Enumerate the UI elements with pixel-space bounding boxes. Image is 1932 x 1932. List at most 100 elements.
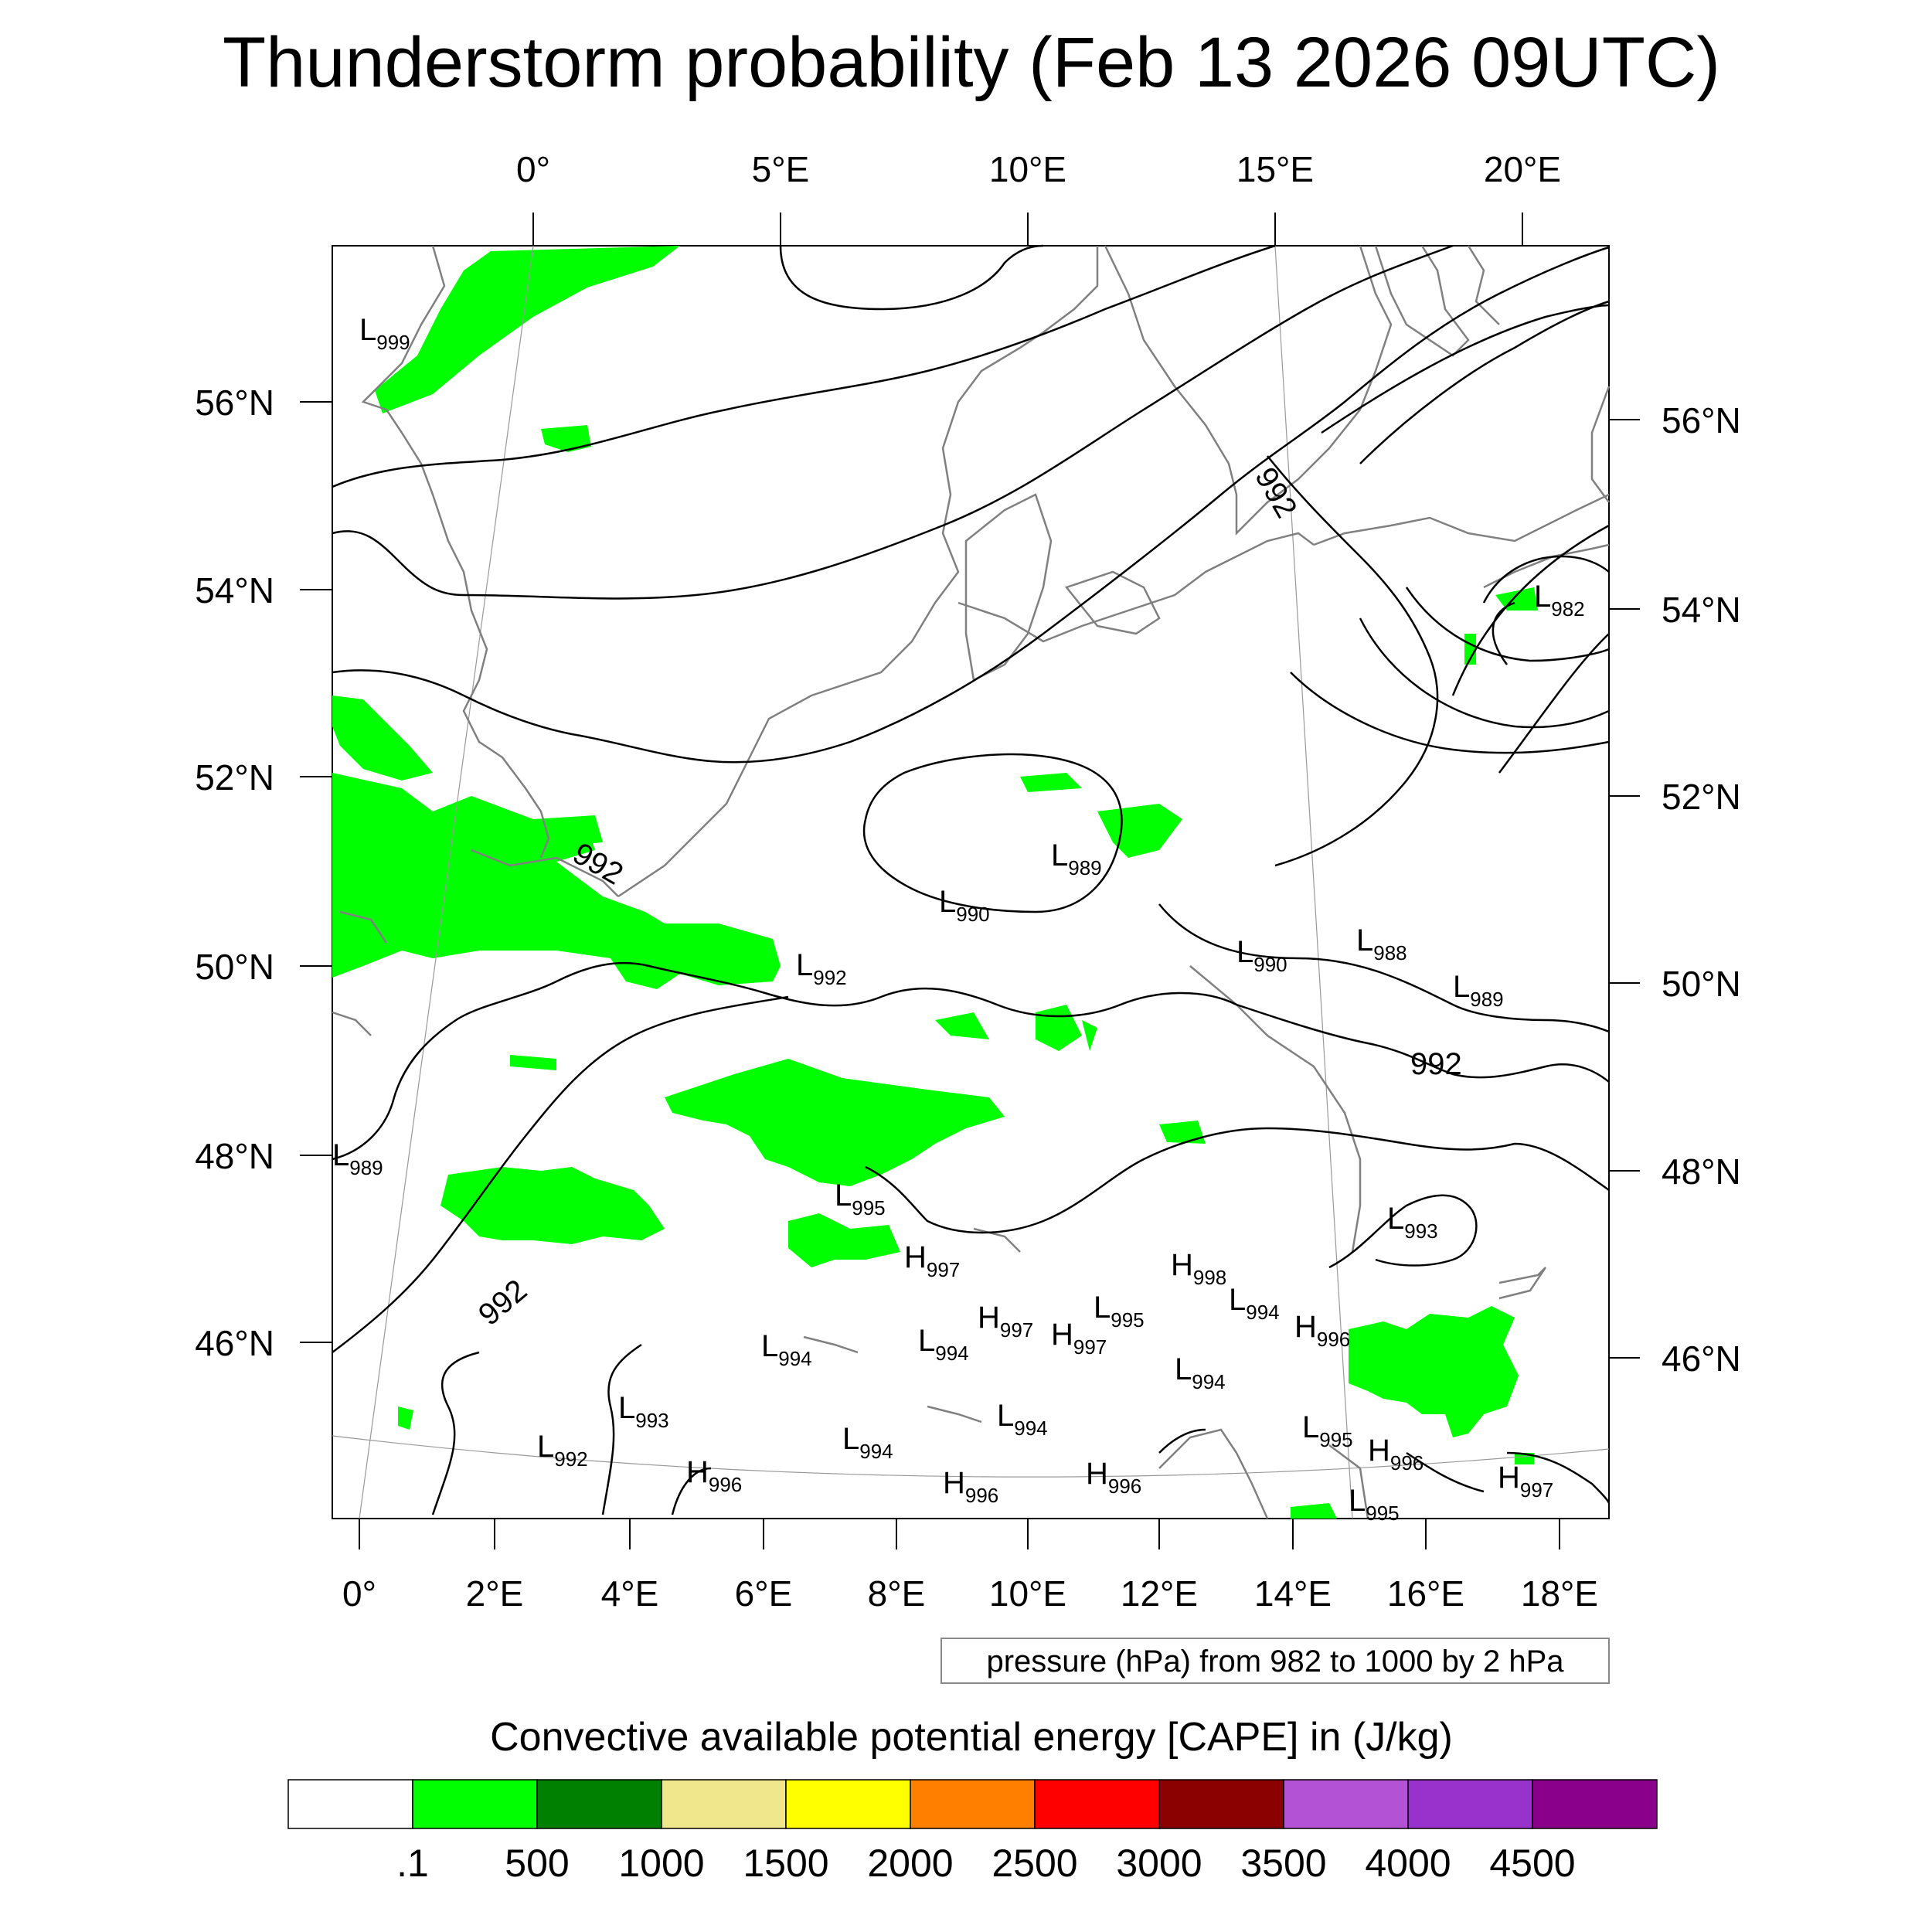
map-panel: 992 992 992 992 L999 L982 L989 L990 L990… xyxy=(300,213,1640,1549)
lon-label: 10°E xyxy=(989,1573,1066,1614)
center-type: H xyxy=(1498,1461,1520,1495)
lon-label: 8°E xyxy=(868,1573,926,1614)
center-value: 992 xyxy=(813,966,846,989)
pressure-center: L989 xyxy=(1453,970,1504,1011)
colorbar-tick-label: 1500 xyxy=(743,1842,828,1885)
lat-label: 50°N xyxy=(1662,964,1741,1004)
colorbar-box xyxy=(1034,1779,1160,1829)
pressure-center: L989 xyxy=(1051,838,1102,879)
pressure-center: L995 xyxy=(1094,1291,1145,1332)
lat-label: 48°N xyxy=(195,1136,274,1176)
pressure-center: L982 xyxy=(1534,580,1585,621)
colorbar-tick-label: 4000 xyxy=(1365,1842,1451,1885)
pressure-center: L992 xyxy=(537,1430,588,1471)
lat-label: 54°N xyxy=(195,570,274,611)
pressure-center: H997 xyxy=(1498,1461,1553,1502)
pressure-center: L994 xyxy=(842,1422,893,1463)
pressure-center: L994 xyxy=(997,1399,1048,1440)
center-value: 993 xyxy=(635,1409,668,1432)
lon-label: 4°E xyxy=(601,1573,659,1614)
center-type: L xyxy=(1229,1283,1246,1317)
pressure-center: H998 xyxy=(1171,1248,1226,1289)
center-value: 997 xyxy=(1073,1335,1107,1359)
center-type: H xyxy=(1294,1310,1317,1344)
pressure-center: H996 xyxy=(686,1455,742,1496)
center-type: L xyxy=(359,313,376,347)
lat-label: 54°N xyxy=(1662,590,1741,630)
lon-label: 14°E xyxy=(1254,1573,1332,1614)
pressure-center: L995 xyxy=(835,1179,886,1219)
center-type: H xyxy=(1086,1457,1108,1491)
right-lat-labels: 56°N 54°N 52°N 50°N 48°N 46°N xyxy=(1662,400,1741,1379)
colorbar-tick-labels: .1 500 1000 1500 2000 2500 3000 3500 4000 4500 xyxy=(396,1842,1575,1885)
center-value: 995 xyxy=(852,1196,885,1219)
colorbar-tick-label: 500 xyxy=(505,1842,569,1885)
center-value: 992 xyxy=(554,1447,587,1471)
center-value: 989 xyxy=(349,1156,383,1179)
center-value: 994 xyxy=(1246,1301,1279,1324)
center-type: L xyxy=(618,1391,635,1425)
center-value: 994 xyxy=(778,1347,811,1370)
center-value: 996 xyxy=(1317,1328,1350,1351)
colorbar-tick-label: 2500 xyxy=(992,1842,1077,1885)
center-value: 997 xyxy=(927,1258,960,1281)
pressure-center: L994 xyxy=(918,1324,969,1365)
lat-label: 46°N xyxy=(195,1323,274,1363)
center-type: L xyxy=(537,1430,554,1464)
center-type: L xyxy=(761,1329,778,1363)
center-type: L xyxy=(1094,1291,1111,1325)
center-value: 996 xyxy=(1108,1475,1141,1498)
colorbar-tick-label: 4500 xyxy=(1489,1842,1575,1885)
lon-label: 6°E xyxy=(735,1573,793,1614)
lon-label: 5°E xyxy=(752,149,810,189)
center-value: 989 xyxy=(1470,988,1503,1011)
center-type: L xyxy=(1236,935,1253,969)
colorbar-box xyxy=(1532,1779,1658,1829)
colorbar-box xyxy=(536,1779,662,1829)
colorbar-title: Convective available potential energy [C… xyxy=(490,1715,1453,1760)
map-title: Thunderstorm probability (Feb 13 2026 09… xyxy=(223,23,1720,102)
pressure-center: L995 xyxy=(1349,1484,1400,1525)
lat-label: 52°N xyxy=(1662,777,1741,817)
lon-label: 18°E xyxy=(1521,1573,1598,1614)
pressure-center: L990 xyxy=(1236,935,1287,976)
colorbar-box xyxy=(661,1779,787,1829)
colorbar-box xyxy=(1283,1779,1409,1829)
center-type: L xyxy=(842,1422,859,1456)
center-type: H xyxy=(1171,1248,1193,1282)
lat-label: 56°N xyxy=(1662,400,1741,440)
center-type: L xyxy=(918,1324,935,1358)
colorbar-tick-label: 3000 xyxy=(1116,1842,1202,1885)
lat-label: 50°N xyxy=(195,947,274,987)
center-type: L xyxy=(835,1179,852,1213)
center-value: 994 xyxy=(859,1440,893,1463)
pressure-center: L994 xyxy=(1175,1352,1226,1393)
center-type: H xyxy=(1368,1434,1390,1468)
pressure-center: H997 xyxy=(1051,1318,1107,1359)
tick-marks xyxy=(300,213,1640,1549)
cape-shading xyxy=(332,246,1538,1519)
colorbar-tick-label: 1000 xyxy=(618,1842,704,1885)
center-value: 998 xyxy=(1193,1266,1226,1289)
lon-label: 0° xyxy=(342,1573,376,1614)
pressure-center: H996 xyxy=(1086,1457,1141,1498)
center-value: 997 xyxy=(1000,1318,1033,1342)
center-type: L xyxy=(1051,838,1068,872)
center-type: H xyxy=(943,1466,965,1500)
center-value: 994 xyxy=(935,1342,968,1365)
isobars xyxy=(332,244,1611,1515)
center-type: H xyxy=(686,1455,709,1489)
contour-label: 992 xyxy=(1410,1047,1462,1081)
pressure-note-box xyxy=(940,1638,1610,1684)
center-type: L xyxy=(332,1138,349,1172)
colorbar-box xyxy=(287,1779,413,1829)
center-value: 995 xyxy=(1111,1308,1144,1332)
pressure-center: L995 xyxy=(1302,1410,1353,1451)
colorbar-boxes xyxy=(287,1779,1658,1829)
center-value: 989 xyxy=(1068,856,1101,879)
center-type: H xyxy=(904,1240,927,1274)
center-value: 994 xyxy=(1014,1417,1047,1440)
colorbar-box xyxy=(1407,1779,1533,1829)
pressure-centers: L999 L982 L989 L990 L990 L988 L989 L992 … xyxy=(332,313,1585,1525)
